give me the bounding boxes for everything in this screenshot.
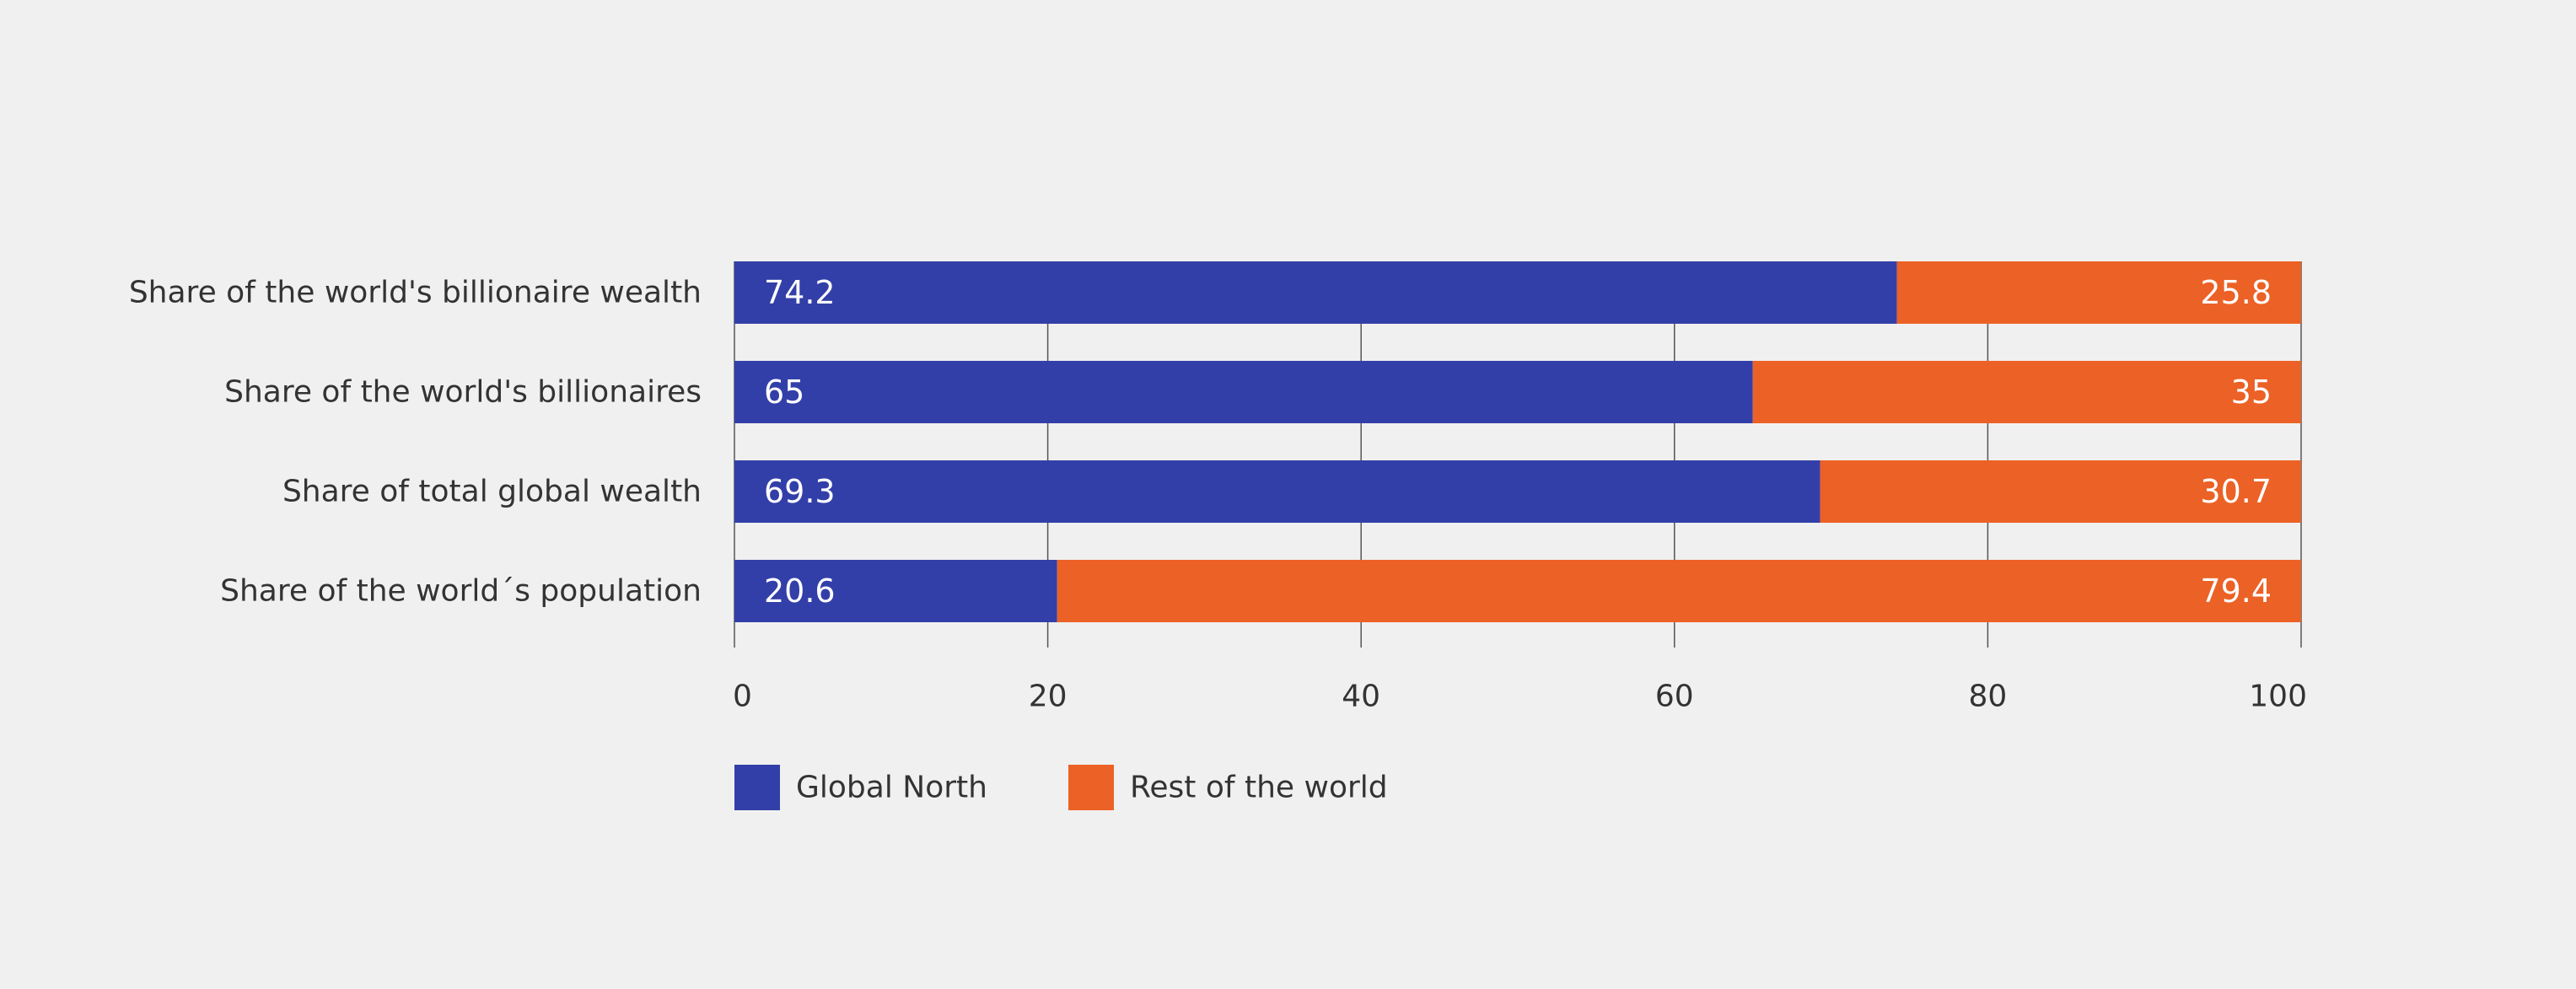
bar-rest-of-world-2 — [1820, 460, 2301, 523]
bar-global-north-3 — [734, 560, 1057, 622]
value-label-global-north-1: 65 — [764, 374, 804, 411]
bars: 74.2 25.8 65 35 69.3 30.7 20.6 79.4 — [734, 261, 2301, 622]
bar-global-north-1 — [734, 361, 1753, 423]
bar-global-north-0 — [734, 261, 1897, 324]
category-label-0: Share of the world's billionaire wealth — [129, 276, 702, 310]
bar-rest-of-world-3 — [1057, 560, 2301, 622]
value-label-rest-of-world-1: 35 — [2231, 374, 2272, 411]
value-label-rest-of-world-2: 30.7 — [2200, 473, 2272, 510]
category-label-3: Share of the world´s population — [220, 574, 702, 609]
x-tick-label-60: 60 — [1655, 680, 1694, 714]
bar-rest-of-world-1 — [1752, 361, 2301, 423]
bar-rest-of-world-0 — [1896, 261, 2301, 324]
legend-label-global-north: Global North — [796, 771, 987, 805]
category-labels: Share of the world's billionaire wealth S… — [129, 276, 702, 609]
x-tick-label-20: 20 — [1029, 680, 1068, 714]
value-label-rest-of-world-0: 25.8 — [2200, 274, 2272, 311]
legend-label-rest-of-world: Rest of the world — [1130, 771, 1388, 805]
legend: Global North Rest of the world — [734, 765, 1388, 810]
x-tick-label-100: 100 — [2249, 680, 2307, 714]
x-axis-ticks: 0 20 40 60 80 100 — [733, 680, 2307, 714]
x-tick-label-0: 0 — [733, 680, 752, 714]
value-label-global-north-0: 74.2 — [764, 274, 836, 311]
legend-swatch-rest-of-world — [1068, 765, 1114, 810]
category-label-1: Share of the world's billionaires — [224, 375, 702, 410]
bar-global-north-2 — [734, 460, 1820, 523]
value-label-rest-of-world-3: 79.4 — [2200, 572, 2272, 610]
value-label-global-north-2: 69.3 — [764, 473, 836, 510]
category-label-2: Share of total global wealth — [282, 475, 702, 509]
x-tick-label-40: 40 — [1342, 680, 1380, 714]
x-tick-label-80: 80 — [1968, 680, 2007, 714]
legend-swatch-global-north — [734, 765, 780, 810]
value-label-global-north-3: 20.6 — [764, 572, 836, 610]
